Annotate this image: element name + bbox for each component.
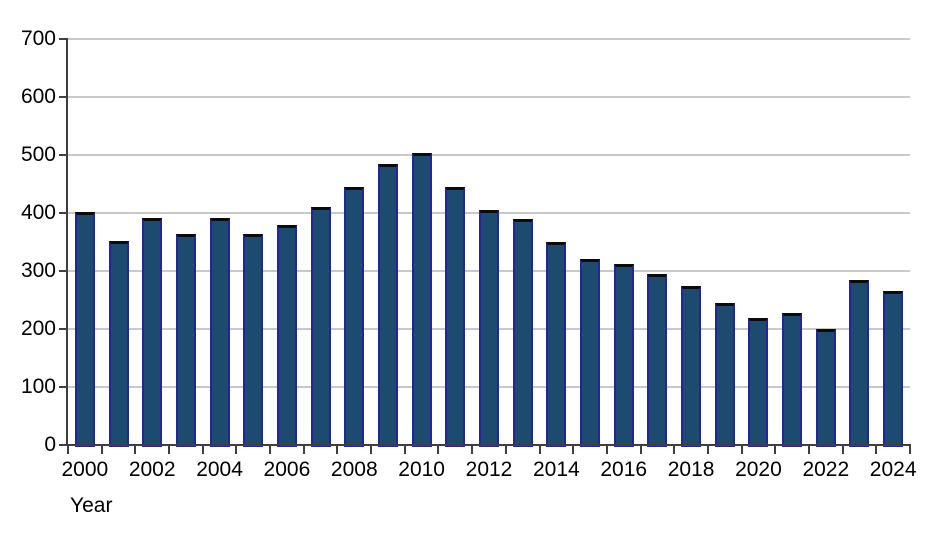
- x-tick-label: 2014: [533, 458, 580, 481]
- bar: [243, 233, 264, 447]
- bar: [175, 233, 196, 447]
- bar: [512, 218, 533, 447]
- bar: [74, 211, 95, 447]
- x-axis-tick: [605, 444, 608, 454]
- y-axis-tick: [59, 328, 68, 330]
- bar: [310, 207, 331, 447]
- bar: [714, 303, 735, 447]
- bar: [613, 264, 634, 447]
- bar: [344, 186, 365, 447]
- x-axis-tick: [538, 444, 541, 454]
- x-axis-tick: [235, 444, 238, 454]
- x-axis-tick: [201, 444, 204, 454]
- x-axis-tick: [269, 444, 272, 454]
- y-tick-label: 500: [20, 143, 56, 166]
- x-axis-tick: [100, 444, 103, 454]
- x-axis-tick: [909, 444, 911, 454]
- bar: [142, 217, 163, 447]
- x-axis-tick: [706, 444, 709, 454]
- y-axis-tick: [59, 154, 68, 156]
- x-axis-tick: [639, 444, 642, 454]
- x-axis-tick: [572, 444, 575, 454]
- x-axis-tick: [841, 444, 844, 454]
- y-axis-tick: [59, 444, 68, 446]
- bar: [681, 285, 702, 447]
- bar: [580, 259, 601, 447]
- gridline: [68, 154, 910, 156]
- gridline: [68, 38, 910, 40]
- y-tick-label: 400: [20, 201, 56, 224]
- y-tick-label: 600: [20, 85, 56, 108]
- x-tick-label: 2016: [600, 458, 648, 481]
- x-axis-tick: [134, 444, 137, 454]
- y-tick-label: 700: [20, 27, 56, 50]
- y-tick-label: 0: [44, 433, 56, 456]
- bar: [748, 317, 769, 447]
- x-axis-tick: [740, 444, 743, 454]
- y-tick-label: 100: [20, 375, 56, 398]
- x-tick-label: 2024: [869, 458, 917, 481]
- x-axis-tick: [67, 444, 69, 454]
- y-axis-tick: [59, 96, 68, 98]
- bar: [815, 329, 836, 447]
- x-tick-label: 2008: [330, 458, 378, 481]
- bar: [883, 290, 904, 447]
- x-tick-label: 2018: [667, 458, 715, 481]
- x-tick-label: 2002: [128, 458, 176, 481]
- bar: [276, 225, 297, 447]
- bar: [445, 186, 466, 447]
- x-axis-tick: [370, 444, 373, 454]
- x-tick-label: 2004: [196, 458, 243, 481]
- x-axis-tick: [168, 444, 171, 454]
- bar: [546, 242, 567, 447]
- x-axis-tick: [302, 444, 305, 454]
- x-tick-label: 2000: [61, 458, 109, 481]
- gridline: [68, 96, 910, 98]
- bar: [647, 274, 668, 447]
- x-tick-label: 2020: [735, 458, 782, 481]
- y-axis-tick: [59, 386, 68, 388]
- bar: [411, 152, 432, 447]
- bar: [782, 312, 803, 447]
- y-axis-line: [66, 39, 68, 445]
- x-axis-tick: [774, 444, 777, 454]
- x-tick-label: 2006: [263, 458, 311, 481]
- x-axis-title: Year: [70, 494, 113, 517]
- y-tick-label: 200: [20, 317, 56, 340]
- y-axis-tick: [59, 38, 68, 40]
- x-axis-tick: [673, 444, 676, 454]
- x-axis-line: [66, 444, 910, 446]
- bar: [479, 210, 499, 447]
- x-axis-tick: [437, 444, 440, 454]
- x-axis-tick: [504, 444, 507, 454]
- y-axis-tick: [59, 212, 68, 214]
- x-axis-tick: [336, 444, 339, 454]
- bar: [209, 217, 230, 447]
- x-tick-label: 2010: [398, 458, 445, 481]
- y-tick-label: 300: [20, 259, 56, 282]
- bar: [377, 163, 398, 447]
- y-axis-tick: [59, 270, 68, 272]
- x-axis-tick: [403, 444, 406, 454]
- x-tick-label: 2022: [802, 458, 850, 481]
- bar: [849, 280, 870, 447]
- bar: [108, 241, 129, 447]
- x-axis-tick: [471, 444, 474, 454]
- x-axis-tick: [875, 444, 878, 454]
- x-tick-label: 2012: [465, 458, 513, 481]
- x-axis-tick: [807, 444, 810, 454]
